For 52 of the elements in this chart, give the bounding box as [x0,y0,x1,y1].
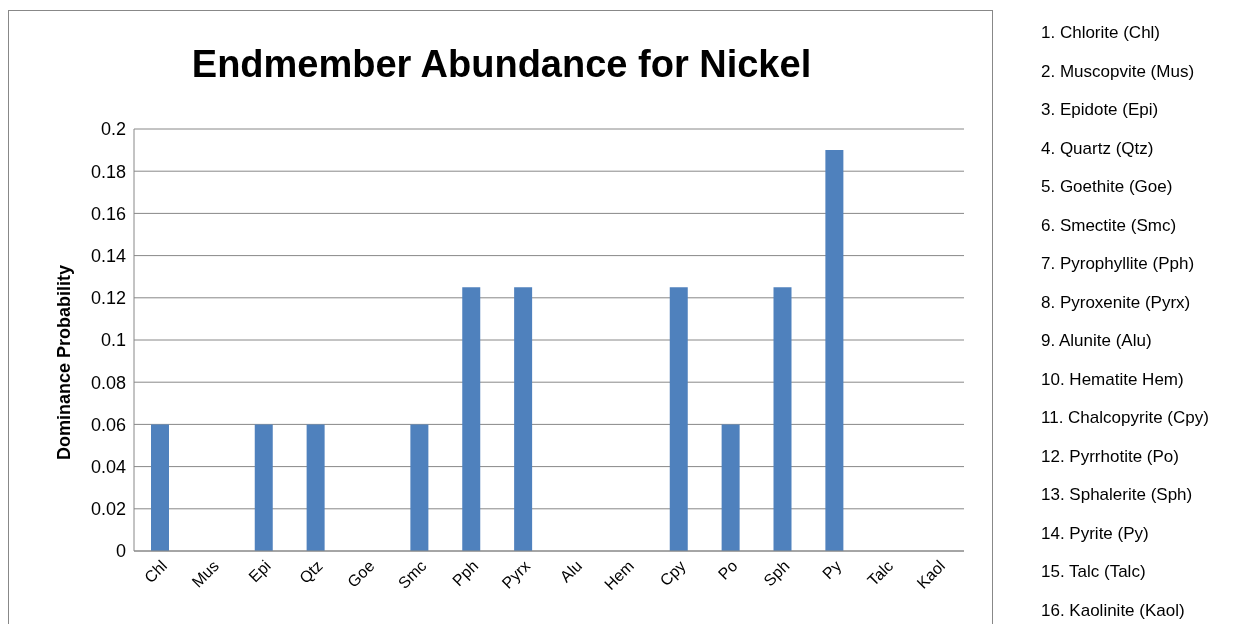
bar [669,287,688,551]
text: 11. Chalcopyrite (Cpy) [1041,407,1209,429]
y-tick-label: 0.18 [90,161,126,182]
text: 10. Hematite Hem) [1041,368,1185,391]
text: 6. Smectite (Smc) [1041,214,1178,237]
text: 9. Alunite (Alu) [1041,330,1153,352]
x-tick-label: Epi [245,557,274,586]
text: 16. Kaolinite (Kaol) [1041,599,1186,622]
x-tick-label: Goe [344,557,378,591]
y-tick-label: 0.2 [100,119,126,140]
text: 2. Muscopvite (Mus) [1041,60,1196,83]
text: 14. Pyrite (Py) [1041,522,1150,545]
x-tick-label: Mus [188,557,222,591]
y-tick-label: 0.14 [90,245,126,266]
y-tick-label: 0.08 [90,372,126,393]
text: 8. Pyroxenite (Pyrx) [1041,291,1192,314]
bar [514,287,533,551]
x-tick-label: Qtz [296,557,326,587]
y-tick-label: 0 [115,541,126,562]
text: 5. Goethite (Goe) [1041,176,1174,198]
bar [721,424,740,551]
x-tick-label: Cpy [656,557,689,590]
bar [825,150,844,551]
text: 15. Talc (Talc) [1041,561,1147,583]
x-tick-label: Sph [760,557,793,590]
bar [151,424,169,551]
x-tick-label: Po [714,557,741,583]
text: 12. Pyrrhotite (Po) [1041,445,1180,468]
bar [462,287,481,551]
x-tick-label: Alu [556,557,586,586]
y-tick-label: 0.12 [90,288,126,309]
bar [306,424,325,551]
text: 4. Quartz (Qtz) [1041,137,1155,160]
y-axis-title: Dominance Probability [54,264,75,460]
y-tick-label: 0.16 [90,203,126,224]
y-tick-label: 0.1 [100,330,126,351]
x-tick-label: Chl [141,557,171,587]
y-tick-label: 0.06 [90,414,126,435]
bar [410,424,429,551]
text: 1. Chlorite (Chl) [1041,22,1162,44]
text: 13. Sphalerite (Sph) [1041,484,1194,506]
bar [254,424,273,551]
text: 7. Pyrophyllite (Pph) [1041,253,1196,275]
y-tick-label: 0.02 [90,499,126,520]
x-tick-label: Pph [449,557,482,590]
text: 3. Epidote (Epi) [1041,99,1160,121]
y-tick-label: 0.04 [90,456,126,477]
x-tick-label: Py [819,557,845,583]
bar [773,287,792,551]
x-tick-label: Talc [864,557,897,590]
chart-title: Endmember Abundance for Nickel [190,43,813,86]
x-tick-label: Smc [394,557,430,592]
